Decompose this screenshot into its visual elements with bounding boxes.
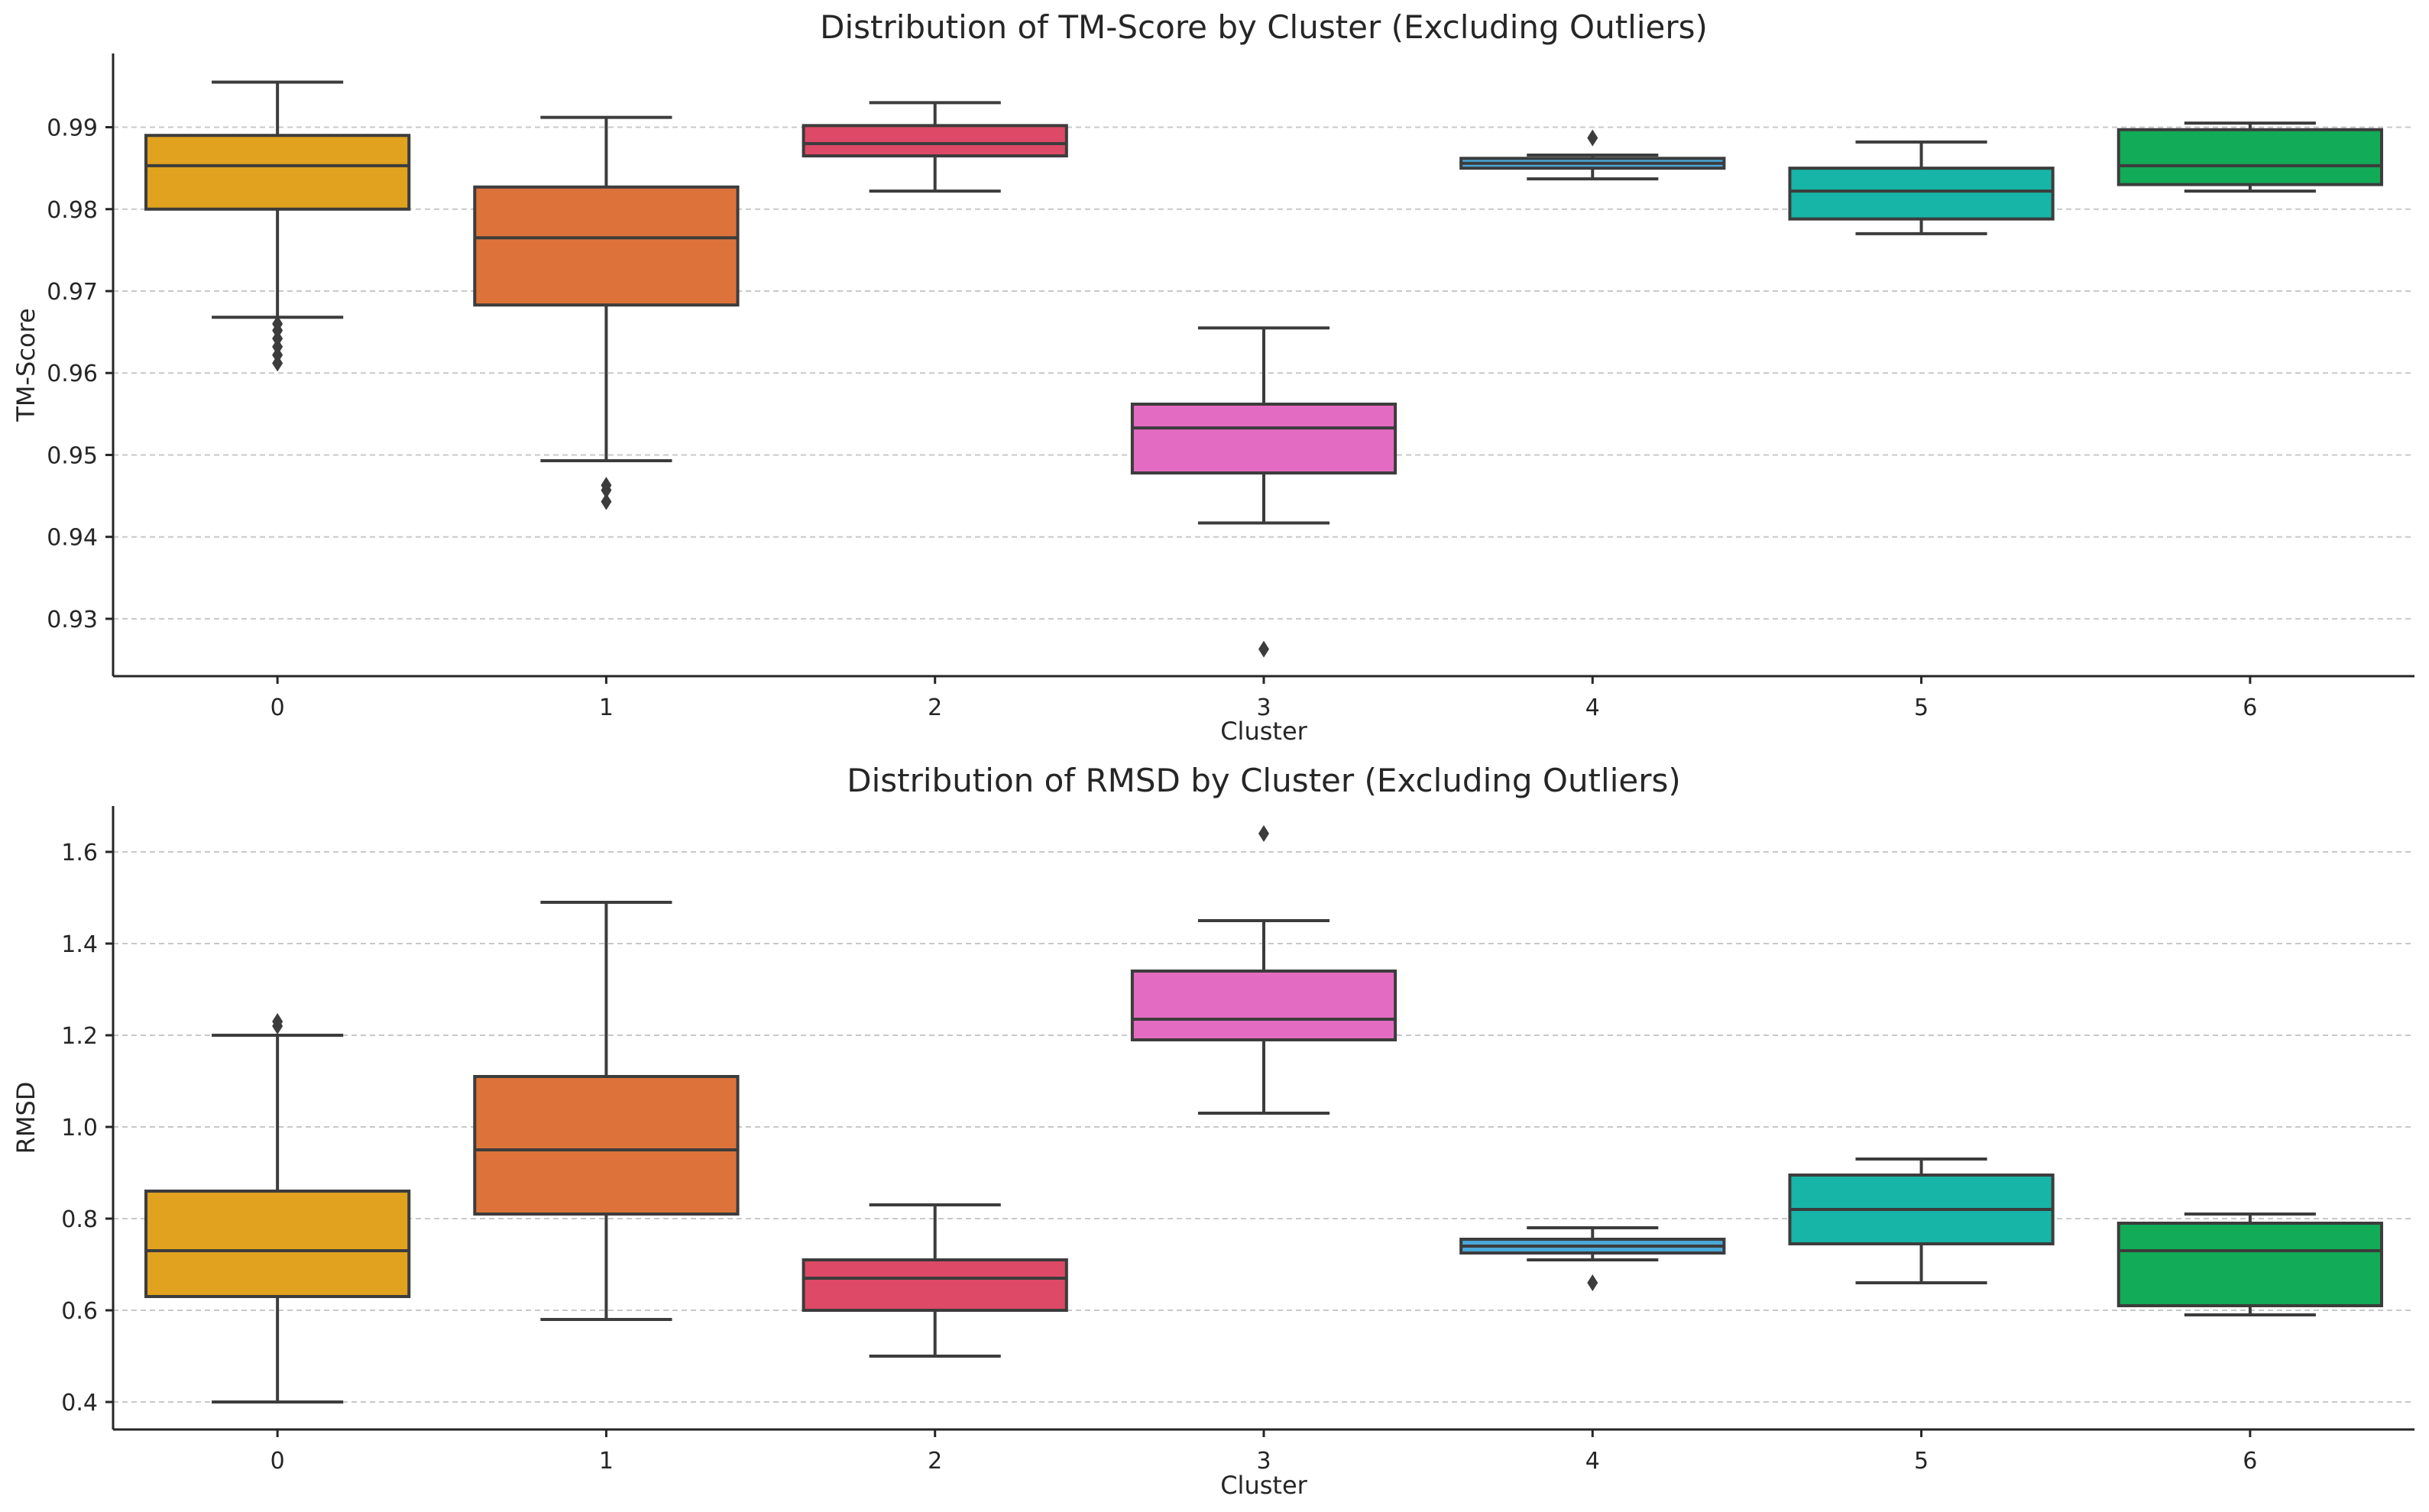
y-tick-label: 1.2 xyxy=(61,1023,98,1050)
chart-1: Distribution of RMSD by Cluster (Excludi… xyxy=(11,762,2414,1500)
chart-title: Distribution of TM-Score by Cluster (Exc… xyxy=(820,8,1708,46)
box-cluster-0 xyxy=(144,1013,411,1404)
y-tick-label: 0.96 xyxy=(47,361,98,387)
box-cluster-6 xyxy=(2116,1213,2383,1316)
y-tick-label: 1.6 xyxy=(61,840,98,866)
chart-title: Distribution of RMSD by Cluster (Excludi… xyxy=(847,762,1681,799)
y-axis-label: TM-Score xyxy=(11,308,40,422)
y-tick-label: 0.98 xyxy=(47,197,98,224)
y-tick-label: 0.93 xyxy=(47,607,98,633)
x-tick-label: 2 xyxy=(928,1448,942,1475)
outlier-point xyxy=(601,477,612,494)
y-tick-label: 1.4 xyxy=(61,931,98,958)
outlier-point xyxy=(1587,129,1598,147)
x-tick-label: 2 xyxy=(928,694,942,721)
box-iqr xyxy=(802,124,1068,158)
box-cluster-5 xyxy=(1788,1157,2055,1284)
box-iqr xyxy=(144,134,411,211)
x-tick-label: 3 xyxy=(1256,1448,1271,1475)
y-tick-label: 0.4 xyxy=(61,1390,98,1416)
x-tick-label: 1 xyxy=(599,1448,614,1475)
x-tick-label: 6 xyxy=(2243,694,2257,721)
x-axis-label: Cluster xyxy=(1220,717,1307,746)
y-tick-label: 0.8 xyxy=(61,1206,98,1233)
box-cluster-1 xyxy=(473,901,740,1321)
x-axis-label: Cluster xyxy=(1220,1471,1307,1500)
x-tick-label: 4 xyxy=(1585,694,1600,721)
outlier-point xyxy=(1258,640,1269,658)
box-cluster-4 xyxy=(1459,129,1726,181)
box-iqr xyxy=(1130,970,1397,1041)
y-tick-label: 0.6 xyxy=(61,1298,98,1325)
y-tick-label: 0.97 xyxy=(47,279,98,306)
box-iqr xyxy=(1130,402,1397,475)
outlier-point xyxy=(272,1013,283,1030)
y-axis-label: RMSD xyxy=(11,1082,40,1154)
box-cluster-2 xyxy=(802,101,1068,193)
y-tick-label: 1.0 xyxy=(61,1115,98,1141)
box-cluster-6 xyxy=(2116,121,2383,193)
y-tick-label: 0.94 xyxy=(47,525,98,552)
box-cluster-5 xyxy=(1788,140,2055,235)
box-iqr xyxy=(1788,167,2055,221)
chart-0: Distribution of TM-Score by Cluster (Exc… xyxy=(11,8,2414,746)
outlier-point xyxy=(1587,1274,1598,1291)
box-cluster-2 xyxy=(802,1203,1068,1358)
box-cluster-3 xyxy=(1130,825,1397,1115)
outlier-point xyxy=(272,315,283,332)
x-tick-label: 4 xyxy=(1585,1448,1600,1475)
y-tick-label: 0.99 xyxy=(47,115,98,142)
x-tick-label: 1 xyxy=(599,694,614,721)
x-tick-label: 6 xyxy=(2243,1448,2257,1475)
box-cluster-0 xyxy=(144,80,411,372)
box-iqr xyxy=(2116,1222,2383,1307)
box-iqr xyxy=(473,1075,740,1216)
box-cluster-3 xyxy=(1130,326,1397,658)
box-cluster-1 xyxy=(473,115,740,510)
outlier-point xyxy=(601,493,612,510)
outlier-point xyxy=(1258,825,1269,842)
box-cluster-4 xyxy=(1459,1226,1726,1291)
x-tick-label: 0 xyxy=(270,1448,285,1475)
box-iqr xyxy=(2116,128,2383,186)
x-tick-label: 3 xyxy=(1256,694,1271,721)
box-iqr xyxy=(473,185,740,307)
x-tick-label: 5 xyxy=(1914,694,1929,721)
y-tick-label: 0.95 xyxy=(47,442,98,469)
box-iqr xyxy=(802,1258,1068,1312)
x-tick-label: 5 xyxy=(1914,1448,1929,1475)
x-tick-label: 0 xyxy=(270,694,285,721)
box-iqr xyxy=(144,1190,411,1298)
